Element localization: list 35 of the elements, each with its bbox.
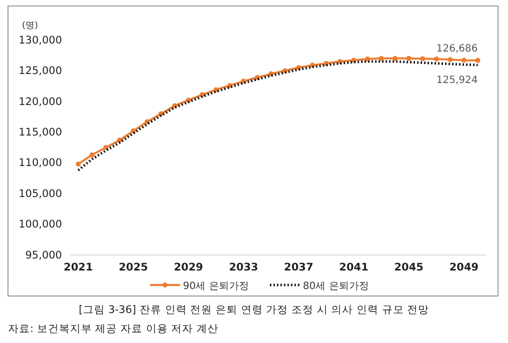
y-tick-label: 120,000 [18, 96, 62, 108]
point [448, 57, 453, 62]
y-tick-label: 95,000 [25, 249, 62, 262]
data-label: 126,686 [436, 43, 478, 54]
point [420, 56, 426, 62]
x-tick-label: 2029 [174, 261, 204, 274]
x-tick-label: 2037 [284, 261, 314, 274]
legend-label: 80세 은퇴가정 [302, 281, 369, 292]
point [90, 152, 95, 158]
point [461, 58, 466, 63]
y-tick-label: 105,000 [18, 188, 62, 200]
point [365, 56, 370, 62]
point [103, 145, 108, 150]
point [406, 56, 412, 61]
x-tick-label: 2045 [394, 261, 424, 274]
point [378, 56, 384, 61]
y-axis-title: (명) [22, 21, 38, 31]
point [434, 56, 439, 62]
x-tick-label: 2049 [449, 261, 479, 274]
legend-label: 90세 은퇴가정 [183, 281, 249, 292]
y-tick-label: 100,000 [18, 218, 62, 231]
x-tick-label: 2025 [118, 261, 148, 274]
y-tick-label: 125,000 [18, 65, 62, 78]
y-tick-label: 130,000 [18, 34, 62, 46]
y-tick-label: 115,000 [18, 126, 62, 139]
text: 자료: 보건복지부 제공 자료 이용 저자 계산 [8, 323, 219, 335]
x-tick-label: 2021 [64, 261, 93, 274]
y-tick-label: 110,000 [18, 157, 62, 170]
point [475, 58, 480, 63]
data-label: 125,924 [436, 75, 478, 86]
point [76, 162, 81, 167]
point [392, 56, 398, 61]
text: [그림 3-36] 잔류 인력 전원 은퇴 연령 가정 조정 시 의사 인력 규모 전망 [78, 304, 430, 316]
x-tick-label: 2041 [339, 261, 368, 274]
x-tick-label: 2033 [228, 261, 258, 274]
